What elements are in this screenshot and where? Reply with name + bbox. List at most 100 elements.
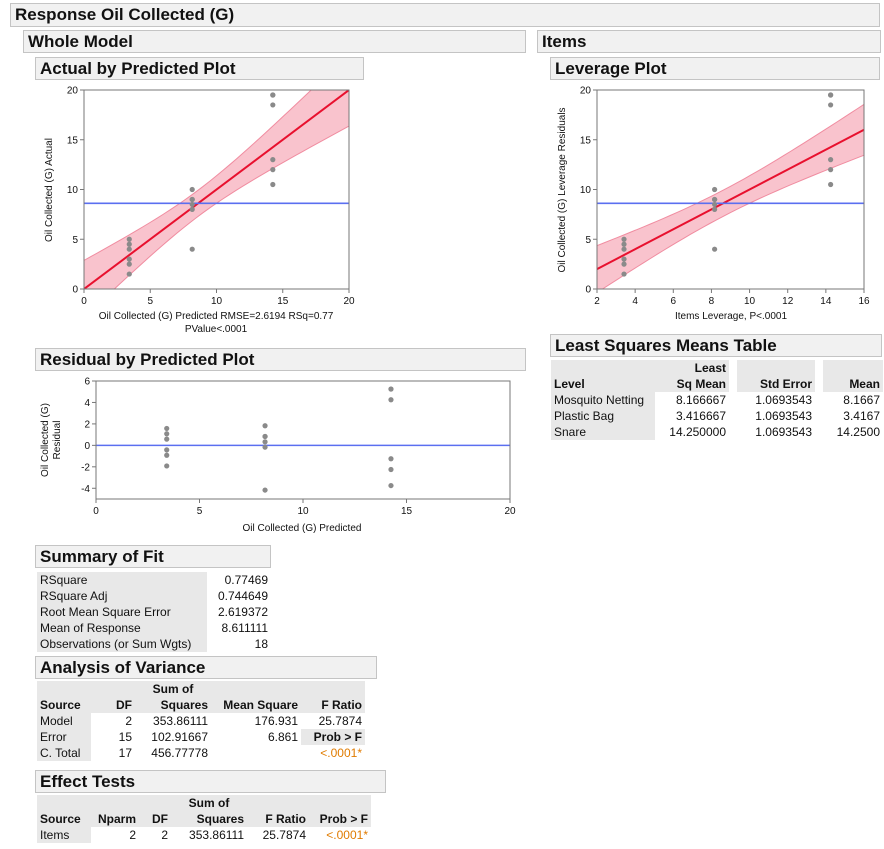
y-tick-label: 20 — [580, 86, 592, 97]
summary-value: 0.744649 — [217, 589, 268, 603]
report-title[interactable]: Response Oil Collected (G) — [10, 3, 880, 27]
anova-col-ss: Squares — [135, 697, 211, 713]
table-row: Model 2 353.86111 176.931 25.7874 — [37, 713, 365, 729]
data-point — [164, 447, 170, 453]
summary-label: Observations (or Sum Wgts) — [37, 636, 207, 652]
y-tick-label: 0 — [72, 285, 78, 296]
anova-df: 2 — [125, 714, 132, 728]
summary-value: 0.77469 — [224, 573, 268, 587]
data-point — [126, 236, 132, 242]
whole-model-header[interactable]: Whole Model — [23, 30, 526, 53]
x-tick-label: 8 — [709, 296, 715, 307]
data-point — [262, 423, 268, 429]
data-point — [262, 439, 268, 445]
summary-of-fit-header[interactable]: Summary of Fit — [35, 545, 271, 568]
fit-line — [597, 128, 864, 270]
leverage-plot-header[interactable]: Leverage Plot — [550, 57, 880, 80]
x-axis-label: Oil Collected (G) Predicted — [243, 523, 362, 534]
lsm-table-header[interactable]: Least Squares Means Table — [550, 334, 882, 357]
data-point — [189, 196, 195, 203]
lsm-col-stderr: Std Error — [737, 376, 815, 392]
residual-chart[interactable]: 0 5 10 15 20 -4 -2 0 2 4 6 Oil Collected (G) Resid… — [30, 374, 530, 539]
data-point — [262, 444, 268, 450]
data-point — [189, 186, 195, 193]
effects-source: Items — [37, 827, 91, 843]
y-tick-label: 0 — [84, 441, 90, 452]
y-tick-label: 10 — [580, 185, 592, 196]
x-tick-label: 20 — [504, 506, 516, 517]
data-point — [388, 456, 394, 462]
data-point — [388, 386, 394, 392]
table-row: Items 2 2 353.86111 25.7874 <.0001* — [37, 827, 371, 843]
data-point — [712, 201, 718, 208]
effects-col-nparm: Nparm — [91, 811, 139, 827]
x-tick-label: 4 — [632, 296, 638, 307]
data-point — [164, 452, 170, 458]
lsm-level: Snare — [551, 424, 655, 440]
anova-ss: 456.77778 — [151, 746, 208, 760]
data-point — [828, 92, 834, 98]
data-point — [262, 487, 268, 493]
effects-ss: 353.86111 — [189, 828, 244, 842]
lsm-col-header-top: Least — [655, 360, 729, 376]
data-point — [388, 466, 394, 473]
data-point — [828, 102, 834, 108]
anova-ss: 353.86111 — [153, 714, 208, 728]
effects-col-f: F Ratio — [247, 811, 309, 827]
residual-plot-header[interactable]: Residual by Predicted Plot — [35, 348, 526, 371]
data-point — [828, 181, 834, 188]
x-tick-label: 15 — [277, 296, 289, 307]
x-axis-label-line2: PValue<.0001 — [185, 324, 248, 335]
effects-col-ss-top: Sum of — [171, 795, 247, 811]
table-row: Mean of Response 8.611111 — [37, 620, 271, 636]
x-axis-label-line1: Oil Collected (G) Predicted RMSE=2.6194 … — [99, 311, 334, 322]
plot-area — [84, 90, 349, 289]
data-point — [621, 246, 627, 252]
anova-col-ms: Mean Square — [211, 697, 301, 713]
anova-header[interactable]: Analysis of Variance — [35, 656, 377, 679]
table-row: Snare 14.250000 1.0693543 14.2500 — [551, 424, 883, 440]
y-tick-label: 2 — [84, 419, 90, 430]
lsm-stderr: 1.0693543 — [755, 409, 812, 423]
data-point — [712, 206, 718, 212]
x-tick-label: 5 — [197, 506, 203, 517]
anova-table: Sum of Source DF Squares Mean Square F R… — [37, 681, 365, 761]
data-point — [126, 241, 132, 247]
summary-label: Mean of Response — [37, 620, 207, 636]
y-axis-label: Oil Collected (G) Leverage Residuals — [557, 107, 568, 272]
x-axis-label: Items Leverage, P<.0001 — [675, 311, 787, 322]
lsm-lsmean: 3.416667 — [675, 409, 726, 423]
y-tick-label: -4 — [81, 484, 90, 495]
summary-label: RSquare Adj — [37, 588, 207, 604]
x-tick-label: 5 — [147, 296, 153, 307]
effect-tests-header[interactable]: Effect Tests — [35, 770, 386, 793]
items-header[interactable]: Items — [537, 30, 881, 53]
actual-by-predicted-header[interactable]: Actual by Predicted Plot — [35, 57, 364, 80]
data-point — [621, 241, 627, 247]
y-tick-label: 15 — [67, 135, 79, 146]
x-tick-label: 16 — [858, 296, 870, 307]
data-point — [388, 482, 394, 489]
data-point — [712, 186, 718, 193]
effects-df: 2 — [161, 828, 168, 842]
data-point — [262, 433, 268, 440]
x-tick-label: 0 — [93, 506, 99, 517]
actual-by-predicted-chart[interactable]: 0 5 10 15 20 0 5 10 15 20 Oil Collected (G) Actua… — [30, 82, 360, 342]
data-point — [126, 246, 132, 252]
lsm-lsmean: 14.250000 — [669, 425, 726, 439]
anova-df: 15 — [118, 730, 132, 744]
data-point — [388, 397, 394, 403]
data-point — [164, 463, 170, 469]
data-point — [126, 256, 132, 262]
data-point — [712, 196, 718, 203]
x-tick-label: 12 — [782, 296, 794, 307]
confidence-band — [597, 103, 864, 289]
summary-value: 18 — [254, 637, 268, 651]
effect-tests-table: Sum of Source Nparm DF Squares F Ratio P… — [37, 795, 371, 843]
leverage-chart[interactable]: 2 4 6 8 10 12 14 16 0 5 10 15 20 Oil Collected (G) L… — [545, 82, 880, 327]
summary-of-fit-table: RSquare 0.77469 RSquare Adj 0.744649 Root … — [37, 572, 271, 652]
summary-label: RSquare — [37, 572, 207, 588]
anova-prob-value: <.0001* — [320, 746, 362, 760]
effects-prob: <.0001* — [326, 828, 368, 842]
data-point — [270, 102, 276, 108]
